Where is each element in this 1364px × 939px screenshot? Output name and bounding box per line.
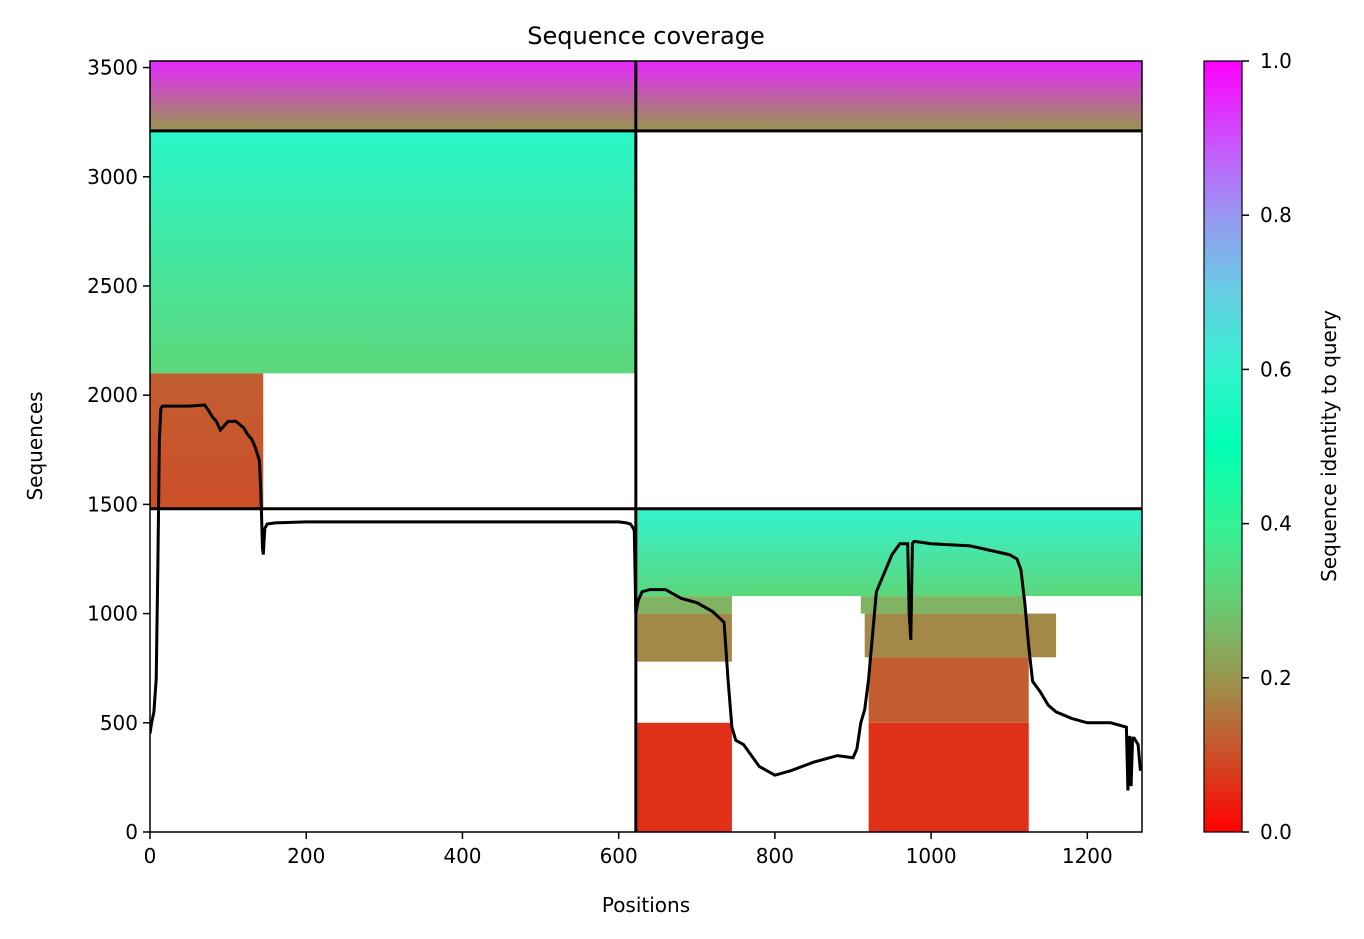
y-tick-label: 1000: [87, 602, 138, 626]
colorbar-tick-label: 0.2: [1260, 666, 1292, 690]
coverage-block: [864, 613, 1057, 658]
x-tick-label: 800: [756, 844, 794, 868]
colorbar-label: Sequence identity to query: [1317, 310, 1341, 582]
coverage-block: [868, 722, 1029, 832]
x-tick-label: 600: [600, 844, 638, 868]
x-axis-label: Positions: [602, 893, 690, 917]
coverage-block: [868, 657, 1029, 723]
coverage-block: [860, 596, 1025, 614]
colorbar-ticks: 0.0 0.2 0.4 0.6 0.8 1.0: [1242, 49, 1292, 844]
x-tick-label: 1200: [1062, 844, 1113, 868]
colorbar: [1203, 60, 1243, 833]
domain-boundaries: [150, 61, 1142, 832]
x-tick-label: 400: [443, 844, 481, 868]
coverage-block: [150, 61, 636, 131]
x-tick-label: 0: [144, 844, 157, 868]
y-tick-label: 0: [125, 820, 138, 844]
colorbar-tick-label: 0.4: [1260, 512, 1292, 536]
colorbar-tick-label: 0.8: [1260, 203, 1292, 227]
y-tick-label: 500: [100, 711, 138, 735]
coverage-block: [150, 130, 636, 374]
plot-frame: [149, 60, 1143, 833]
coverage-line: [150, 403, 1142, 791]
y-tick-label: 1500: [87, 492, 138, 516]
coverage-block: [635, 722, 732, 832]
coverage-block: [635, 613, 732, 662]
colorbar-tick-label: 0.0: [1260, 820, 1292, 844]
coverage-block: [150, 373, 264, 509]
coverage-block: [635, 61, 1142, 131]
y-tick-label: 2500: [87, 274, 138, 298]
chart-title: Sequence coverage: [527, 22, 764, 50]
x-tick-label: 200: [287, 844, 325, 868]
colorbar-tick-label: 1.0: [1260, 49, 1292, 73]
colorbar-tick-label: 0.6: [1260, 357, 1292, 381]
y-axis-ticks: 0 500 1000 1500 2000 2500 3000 3500: [87, 56, 150, 844]
x-tick-label: 1000: [906, 844, 957, 868]
y-tick-label: 2000: [87, 383, 138, 407]
y-tick-label: 3500: [87, 56, 138, 80]
y-tick-label: 3000: [87, 165, 138, 189]
y-axis-label: Sequences: [23, 391, 47, 500]
x-axis-ticks: 0 200 400 600 800 1000 1200: [144, 832, 1113, 868]
coverage-blocks: [150, 61, 1142, 832]
coverage-block: [635, 508, 1142, 597]
